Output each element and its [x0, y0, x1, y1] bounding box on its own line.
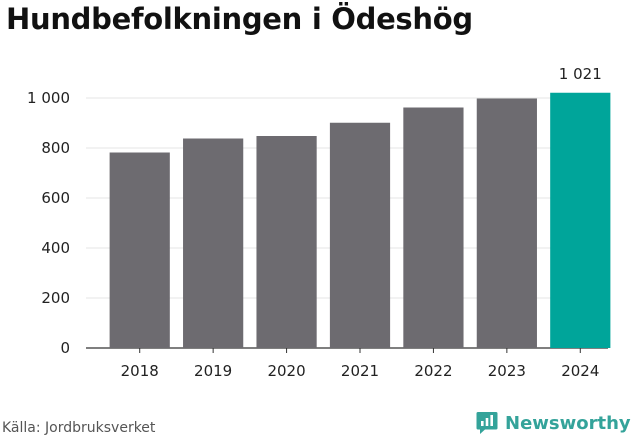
bar-2020 [256, 136, 317, 348]
bar-2019 [183, 138, 244, 348]
bar-2021 [329, 122, 391, 348]
newsworthy-logo: Newsworthy [476, 408, 631, 438]
y-tick-label: 600 [41, 189, 70, 207]
x-tick-label: 2019 [194, 362, 232, 380]
bar-2022 [403, 107, 464, 348]
y-tick-label: 800 [41, 139, 70, 157]
source-note: Källa: Jordbruksverket [2, 420, 156, 436]
chart-title: Hundbefolkningen i Ödeshög [6, 2, 473, 36]
y-tick-label: 200 [41, 289, 70, 307]
bar-2018 [109, 152, 170, 348]
bar-2024 [550, 92, 611, 348]
brand-name: Newsworthy [505, 412, 631, 434]
data-label: 1 021 [559, 65, 602, 83]
bar-2023 [476, 98, 537, 348]
newsworthy-logo-icon [476, 412, 498, 434]
x-tick-label: 2021 [341, 362, 379, 380]
x-tick-label: 2022 [414, 362, 452, 380]
x-tick-label: 2018 [121, 362, 159, 380]
y-tick-label: 400 [41, 239, 70, 257]
x-tick-label: 2024 [561, 362, 599, 380]
y-tick-label: 0 [60, 339, 70, 357]
y-tick-label: 1 000 [27, 89, 70, 107]
bars [109, 92, 611, 348]
tick-labels: 0 200 400 600 800 1 000 2018 2019 2020 2021 2022 20… [27, 65, 602, 380]
x-tick-label: 2023 [488, 362, 526, 380]
x-tick-label: 2020 [267, 362, 305, 380]
